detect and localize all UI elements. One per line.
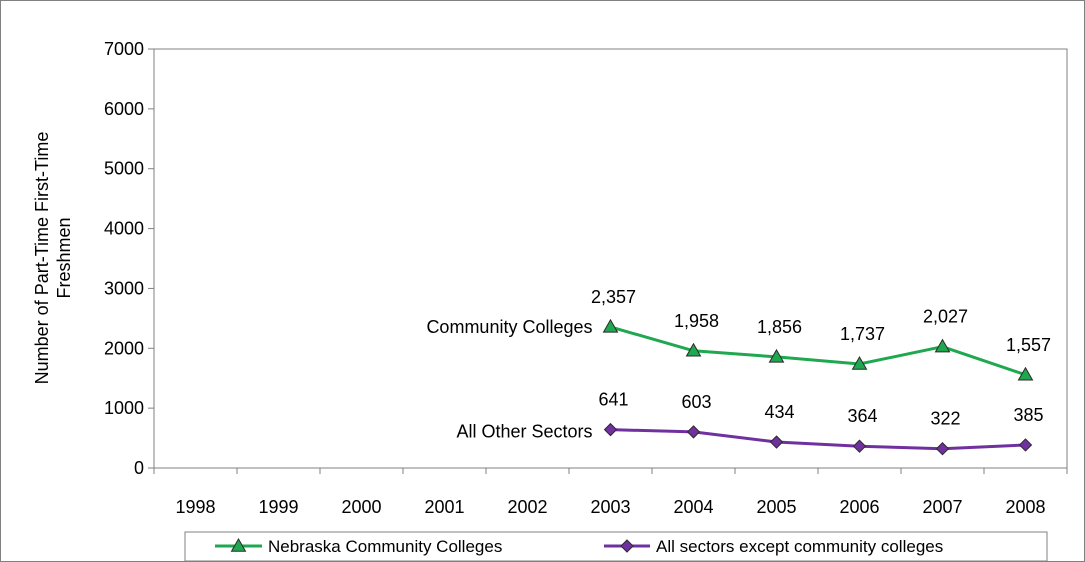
diamond-marker bbox=[935, 442, 950, 456]
y-axis: 0 1000 2000 3000 4000 5000 6000 7000 bbox=[104, 39, 154, 478]
legend-label: Nebraska Community Colleges bbox=[268, 537, 502, 556]
triangle-marker bbox=[685, 342, 702, 357]
x-tick-label: 2000 bbox=[341, 497, 381, 517]
data-label: 641 bbox=[598, 390, 628, 410]
legend-diamond-marker bbox=[620, 539, 634, 553]
data-label: 364 bbox=[847, 406, 877, 426]
x-axis: 1998 1999 2000 2001 2002 2003 2004 2005 2006 2007… bbox=[153, 468, 1068, 517]
x-tick-label: 1999 bbox=[258, 497, 298, 517]
x-tick-label: 1998 bbox=[175, 497, 215, 517]
x-tick-label: 2002 bbox=[507, 497, 547, 517]
triangle-marker bbox=[768, 348, 785, 363]
legend: Nebraska Community Colleges All sectors e… bbox=[184, 531, 1048, 562]
data-label: 2,357 bbox=[591, 287, 636, 307]
y-tick-label: 3000 bbox=[104, 278, 144, 298]
data-label: 1,737 bbox=[840, 324, 885, 344]
diamond-marker bbox=[603, 422, 618, 437]
data-label: 434 bbox=[764, 402, 794, 422]
x-tick-label: 2003 bbox=[590, 497, 630, 517]
y-axis-title: Number of Part-Time First-Time Freshmen bbox=[32, 132, 74, 385]
diamond-marker bbox=[1018, 438, 1033, 452]
y-tick-label: 7000 bbox=[104, 39, 144, 59]
y-tick-label: 0 bbox=[134, 458, 144, 478]
y-tick-label: 2000 bbox=[104, 338, 144, 358]
legend-item: Nebraska Community Colleges bbox=[215, 537, 502, 556]
data-label: 1,557 bbox=[1006, 335, 1051, 355]
series-annotation: All Other Sectors bbox=[456, 422, 592, 442]
data-label: 2,027 bbox=[923, 307, 968, 327]
triangle-marker bbox=[1017, 366, 1034, 381]
triangle-marker bbox=[602, 318, 619, 333]
x-tick-label: 2005 bbox=[756, 497, 796, 517]
plot-area bbox=[153, 48, 1068, 469]
x-tick-label: 2001 bbox=[424, 497, 464, 517]
series-line bbox=[610, 325, 1026, 377]
legend-triangle-marker bbox=[230, 537, 247, 552]
legend-item: All sectors except community colleges bbox=[604, 537, 943, 556]
x-tick-label: 2006 bbox=[839, 497, 879, 517]
series-layer: 2,357 1,958 1,856 1,737 2,027 1,557 Community … bbox=[426, 287, 1051, 456]
diamond-marker bbox=[769, 435, 784, 449]
y-tick-label: 6000 bbox=[104, 99, 144, 119]
diamond-marker bbox=[852, 439, 867, 453]
data-label: 1,958 bbox=[674, 311, 719, 331]
y-tick-label: 4000 bbox=[104, 219, 144, 239]
y-tick-label: 5000 bbox=[104, 159, 144, 179]
diamond-marker bbox=[686, 425, 701, 439]
series-line bbox=[610, 428, 1026, 451]
data-label: 385 bbox=[1013, 405, 1043, 425]
legend-label: All sectors except community colleges bbox=[656, 537, 943, 556]
series-other-sectors: 641 603 434 364 322 385 All Other Sectors bbox=[456, 390, 1044, 456]
x-tick-label: 2004 bbox=[673, 497, 713, 517]
data-label: 603 bbox=[681, 392, 711, 412]
x-tick-label: 2008 bbox=[1005, 497, 1045, 517]
triangle-marker bbox=[934, 338, 951, 353]
triangle-marker bbox=[851, 356, 868, 370]
data-label: 1,856 bbox=[757, 317, 802, 337]
x-tick-label: 2007 bbox=[922, 497, 962, 517]
data-label: 322 bbox=[930, 409, 960, 429]
series-community-colleges: 2,357 1,958 1,856 1,737 2,027 1,557 Community … bbox=[426, 287, 1051, 381]
series-annotation: Community Colleges bbox=[426, 317, 592, 337]
y-tick-label: 1000 bbox=[104, 398, 144, 418]
